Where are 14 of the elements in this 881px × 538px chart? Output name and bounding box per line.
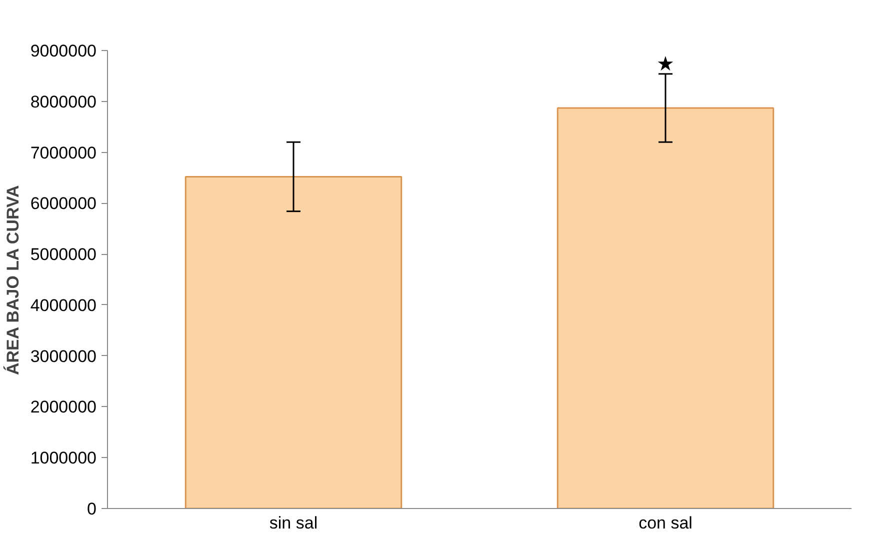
x-tick-label: sin sal <box>269 514 318 532</box>
y-axis-title: ÁREA BAJO LA CURVA <box>2 185 22 376</box>
y-tick-label: 0 <box>87 500 97 518</box>
y-tick-label: 4000000 <box>30 296 97 315</box>
y-tick-label: 1000000 <box>30 448 97 468</box>
y-tick-label: 7000000 <box>30 143 97 162</box>
y-tick-label: 8000000 <box>30 92 97 112</box>
y-tick-label: 5000000 <box>30 245 97 264</box>
y-tick-label: 2000000 <box>30 398 97 417</box>
x-tick-label: con sal <box>638 514 692 532</box>
y-tick-label: 6000000 <box>30 194 97 214</box>
y-tick-label: 9000000 <box>30 42 97 60</box>
y-tick-label: 3000000 <box>30 346 97 366</box>
annotation: ★ <box>656 52 674 76</box>
